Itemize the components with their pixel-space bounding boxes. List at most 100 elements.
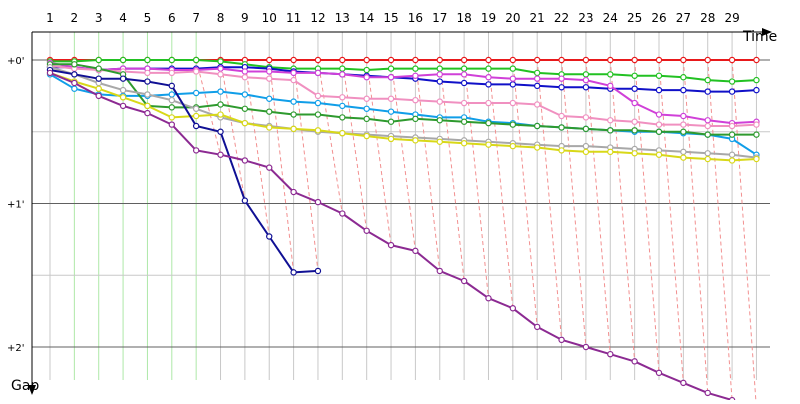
- data-point: [534, 122, 541, 130]
- data-point: [534, 56, 541, 64]
- data-point: [266, 95, 273, 102]
- x-tick-label: 6: [168, 11, 176, 25]
- x-tick-label: 10: [262, 11, 277, 25]
- data-point: [704, 88, 711, 95]
- data-point: [753, 121, 760, 128]
- data-point: [728, 88, 736, 95]
- data-point: [241, 197, 249, 204]
- x-tick-label: 2: [71, 11, 79, 25]
- data-point: [582, 125, 590, 133]
- data-point: [655, 72, 663, 79]
- data-point: [217, 128, 224, 135]
- data-point: [314, 111, 322, 118]
- data-point: [607, 71, 614, 78]
- data-point: [290, 188, 297, 196]
- data-point: [339, 129, 346, 137]
- lap-connector: [268, 59, 295, 273]
- series-line: [49, 71, 747, 404]
- y-tick-label: +2': [7, 343, 25, 354]
- data-point: [655, 369, 663, 377]
- data-point: [558, 56, 565, 64]
- data-point: [460, 56, 468, 64]
- data-point: [680, 148, 687, 156]
- y-axis-title: Gap: [11, 378, 39, 394]
- series-line: [49, 73, 757, 156]
- data-point: [680, 154, 687, 161]
- data-point: [363, 115, 370, 123]
- x-tick-label: 15: [383, 11, 398, 25]
- data-point: [436, 71, 443, 78]
- data-point: [680, 121, 687, 128]
- x-tick-label: 3: [95, 11, 103, 25]
- data-point: [631, 358, 638, 365]
- data-point: [217, 101, 224, 108]
- data-point: [119, 102, 127, 110]
- data-point: [631, 127, 638, 134]
- data-point: [119, 86, 127, 94]
- data-point: [704, 389, 711, 397]
- data-point: [655, 128, 663, 135]
- data-point: [631, 150, 638, 157]
- data-point: [485, 99, 492, 107]
- x-tick-label: 4: [119, 11, 127, 25]
- x-tick-label: 5: [144, 11, 152, 25]
- data-point: [704, 131, 711, 138]
- data-point: [95, 75, 102, 82]
- data-point: [485, 74, 492, 81]
- data-point: [728, 131, 736, 138]
- y-tick-labels: +0' +1' +2': [7, 56, 25, 354]
- data-point: [436, 78, 443, 85]
- data-point: [241, 119, 249, 127]
- x-tick-label: 28: [700, 11, 715, 25]
- data-point: [95, 56, 102, 64]
- data-point: [217, 65, 224, 72]
- data-point: [582, 343, 590, 351]
- data-point: [339, 65, 346, 72]
- data-point: [363, 66, 370, 74]
- series-line: [49, 69, 319, 274]
- data-point: [241, 74, 249, 81]
- x-tick-label: 20: [505, 11, 520, 25]
- data-point: [704, 76, 711, 84]
- series-5: [46, 62, 760, 130]
- data-point: [217, 71, 224, 78]
- data-point: [534, 75, 541, 82]
- data-point: [728, 122, 736, 130]
- data-point: [704, 150, 711, 157]
- data-point: [339, 114, 346, 121]
- data-point: [607, 117, 614, 124]
- data-point: [460, 277, 468, 285]
- data-point: [728, 56, 736, 64]
- data-point: [290, 98, 297, 105]
- lap-connector: [585, 59, 611, 355]
- data-point: [485, 295, 492, 302]
- data-point: [582, 56, 590, 64]
- lap-connector: [463, 59, 489, 299]
- x-axis-arrow-icon: [762, 28, 772, 36]
- data-point: [266, 124, 273, 131]
- y-tick-label: +0': [7, 56, 25, 67]
- lap-connector: [487, 59, 514, 309]
- data-point: [168, 91, 175, 98]
- lap-connector: [293, 59, 319, 272]
- data-point: [339, 94, 346, 101]
- lap-connector: [682, 59, 709, 393]
- x-tick-label: 27: [676, 11, 691, 25]
- data-point: [436, 98, 443, 105]
- data-point: [412, 56, 419, 64]
- data-point: [241, 105, 249, 112]
- data-point: [192, 68, 200, 75]
- data-point: [704, 117, 711, 124]
- data-point: [655, 121, 663, 128]
- data-point: [314, 92, 322, 100]
- data-point: [290, 56, 297, 64]
- data-point: [509, 56, 517, 64]
- data-point: [680, 112, 687, 120]
- data-point: [412, 72, 419, 79]
- x-tick-label: 13: [335, 11, 350, 25]
- data-point: [144, 102, 151, 110]
- data-point: [266, 108, 273, 115]
- data-point: [460, 140, 468, 147]
- data-point: [412, 137, 419, 144]
